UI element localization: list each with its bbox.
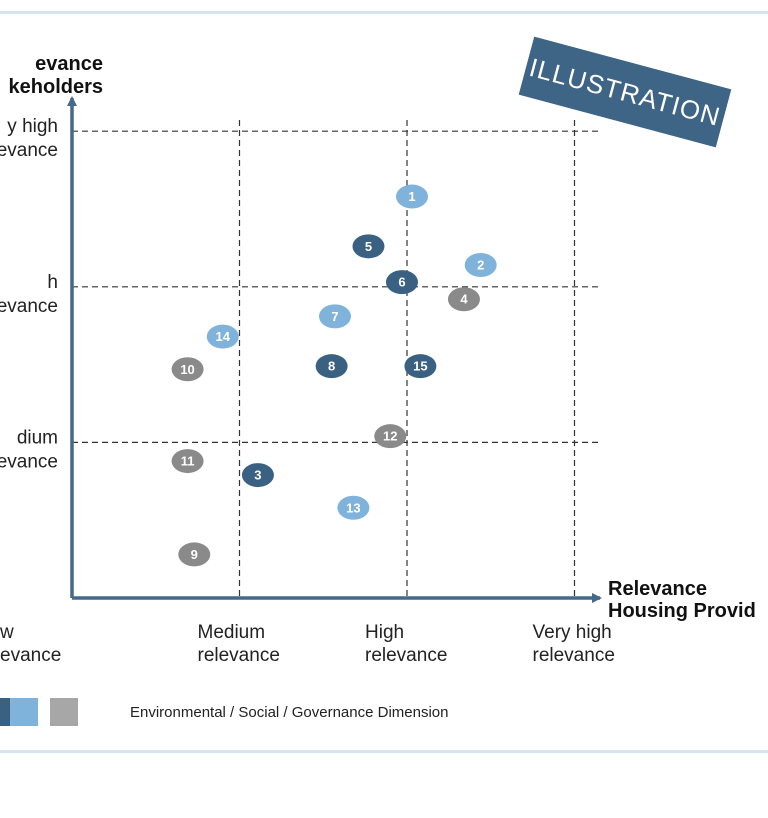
data-point: 11 (171, 449, 204, 474)
data-point: 8 (315, 354, 348, 379)
data-point-label: 3 (254, 468, 261, 483)
y-axis-title: evance (35, 53, 103, 75)
y-tick-label: evance (0, 451, 58, 472)
data-point-label: 7 (331, 309, 338, 324)
data-point-marker (206, 324, 239, 349)
data-point-label: 9 (191, 547, 198, 562)
x-axis-title: Housing Provid (608, 600, 756, 622)
data-point-marker (241, 463, 274, 488)
data-point-marker (404, 354, 437, 379)
data-point: 15 (404, 354, 437, 379)
data-point: 14 (206, 324, 239, 349)
data-point: 7 (318, 304, 351, 329)
data-point: 1 (396, 184, 429, 209)
x-tick-label: relevance (533, 645, 615, 666)
data-point-label: 10 (180, 362, 194, 377)
y-tick-label: evance (0, 140, 58, 161)
top-frame-line (0, 11, 768, 14)
data-point-label: 4 (460, 292, 468, 307)
legend-swatch-governance (50, 698, 78, 726)
data-point-label: 12 (383, 429, 397, 444)
y-tick-label: y high (7, 116, 58, 137)
data-point-marker (396, 184, 429, 209)
x-tick-label: Very high (533, 622, 612, 643)
data-point: 6 (385, 270, 418, 295)
materiality-chart: wevanceMediumrelevanceHighrelevanceVery … (0, 36, 756, 666)
x-axis-title: Relevance (608, 578, 707, 600)
y-tick-label: dium (17, 427, 58, 448)
data-point-marker (178, 542, 211, 567)
x-tick-label: evance (0, 645, 61, 666)
data-point-marker (171, 449, 204, 474)
data-point-label: 11 (181, 454, 195, 469)
legend-swatch-social (10, 698, 38, 726)
axes (67, 96, 602, 603)
data-point-label: 15 (413, 359, 427, 374)
data-point-label: 5 (365, 239, 372, 254)
y-tick-label: h (47, 272, 58, 293)
data-point-marker (315, 354, 348, 379)
data-point-marker (337, 495, 370, 520)
data-point-label: 13 (346, 500, 360, 515)
data-point-marker (352, 234, 385, 259)
data-point-marker (171, 357, 204, 382)
y-axis-title: keholders (9, 76, 103, 98)
data-point-marker (318, 304, 351, 329)
data-point: 10 (171, 357, 204, 382)
legend-swatch-environmental (0, 698, 10, 726)
grid-lines (72, 120, 598, 598)
data-point-marker (447, 287, 480, 312)
data-point: 2 (464, 253, 497, 278)
y-tick-label: evance (0, 296, 58, 317)
x-tick-label: relevance (365, 645, 447, 666)
data-point: 3 (241, 463, 274, 488)
illustration-stamp: ILLUSTRATION (518, 36, 732, 148)
x-tick-label: High (365, 622, 404, 643)
data-point-marker (385, 270, 418, 295)
data-point-label: 6 (398, 275, 405, 290)
x-tick-label: Medium (198, 622, 266, 643)
data-point: 12 (374, 424, 407, 449)
x-tick-label: relevance (198, 645, 280, 666)
data-point-label: 2 (477, 258, 484, 273)
tick-labels: wevanceMediumrelevanceHighrelevanceVery … (0, 116, 615, 666)
data-point-marker (464, 253, 497, 278)
data-point: 9 (178, 542, 211, 567)
data-point-label: 1 (408, 189, 415, 204)
bottom-frame-line (0, 750, 768, 753)
data-point: 4 (447, 287, 480, 312)
data-point-label: 14 (216, 329, 231, 344)
data-point: 13 (337, 495, 370, 520)
data-point-marker (374, 424, 407, 449)
data-point-label: 8 (328, 359, 335, 374)
data-point: 5 (352, 234, 385, 259)
legend-label: Environmental / Social / Governance Dime… (130, 704, 449, 721)
x-tick-label: w (0, 622, 14, 643)
